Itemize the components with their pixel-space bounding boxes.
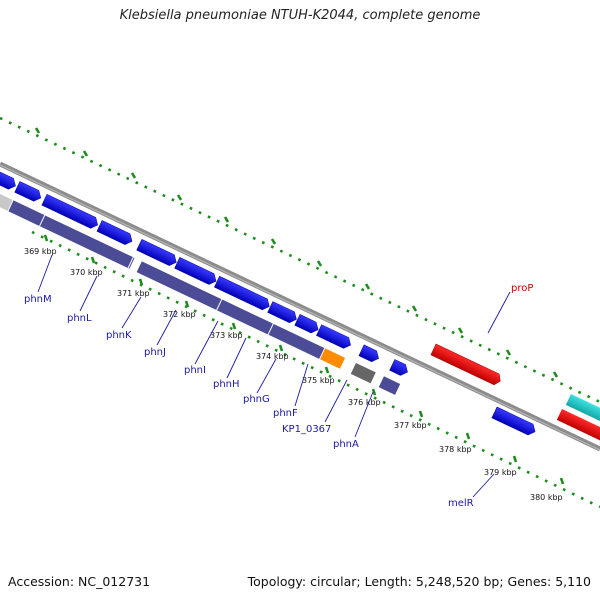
- right-red-cds: [556, 409, 600, 446]
- gene-label-proP: proP: [511, 283, 533, 294]
- cds-forward-10: [316, 324, 351, 349]
- gene-label-phnG: phnG: [243, 394, 270, 405]
- outer-major-ticks: [34, 127, 559, 378]
- gene-label-phnI: phnI: [184, 365, 206, 376]
- inner-major-ticks: [43, 234, 565, 485]
- prop-cds: [430, 343, 501, 386]
- kbp-label-375: 375 kbp: [302, 376, 335, 385]
- gene-labels: phnM phnL phnK phnJ phnI phnH phnG phnF …: [24, 283, 533, 509]
- cds-forward-7: [214, 275, 270, 311]
- inner-tick-row: [31, 230, 600, 509]
- gene-label-KP1_0367: KP1_0367: [282, 424, 331, 435]
- cds-forward-6: [174, 257, 217, 285]
- gene-label-phnA: phnA: [333, 439, 359, 450]
- kbp-labels: 369 kbp 370 kbp 371 kbp 372 kbp 373 kbp …: [24, 247, 563, 502]
- map-title: Klebsiella pneumoniae NTUH-K2044, comple…: [119, 8, 481, 23]
- gene-bar-phnG: [320, 348, 346, 369]
- gene-label-phnM: phnM: [24, 294, 52, 305]
- kbp-label-372: 372 kbp: [163, 310, 196, 319]
- accession-text: Accession: NC_012731: [8, 574, 151, 589]
- gene-bar-phnJ: [136, 261, 222, 310]
- gene-bar-phnI: [217, 299, 273, 335]
- kbp-label-369: 369 kbp: [24, 247, 57, 256]
- cds-forward-5: [136, 239, 177, 266]
- cds-forward-2: [14, 181, 42, 202]
- kbp-label-378: 378 kbp: [439, 445, 472, 454]
- gene-bar-phnK: [128, 257, 135, 269]
- kbp-label-370: 370 kbp: [70, 268, 103, 277]
- kbp-label-373: 373 kbp: [210, 331, 243, 340]
- kbp-label-376: 376 kbp: [348, 398, 381, 407]
- kbp-label-371: 371 kbp: [117, 289, 150, 298]
- gene-bar-phnH: [268, 323, 325, 359]
- gene-label-phnK: phnK: [106, 330, 132, 341]
- gene-label-melR: melR: [448, 498, 474, 509]
- kbp-label-380: 380 kbp: [530, 493, 563, 502]
- cds-forward-1: [0, 171, 16, 190]
- cds-forward-3: [41, 193, 98, 229]
- gene-bar-phnM: [8, 200, 45, 226]
- kbp-label-377: 377 kbp: [394, 421, 427, 430]
- topology-text: Topology: circular; Length: 5,248,520 bp…: [247, 574, 591, 589]
- gene-bar-KP1_0367: [350, 363, 376, 384]
- cds-forward-4: [96, 220, 133, 245]
- forward-cds-row: [0, 171, 408, 376]
- genome-backbone: [0, 161, 600, 452]
- gene-bar-row: [0, 194, 401, 395]
- cds-forward-9: [294, 314, 319, 334]
- kbp-label-374: 374 kbp: [256, 352, 289, 361]
- gene-bar-phnA: [378, 376, 401, 395]
- cds-forward-11: [358, 344, 379, 362]
- gene-label-phnL: phnL: [67, 313, 92, 324]
- gene-leader-lines: [37, 254, 511, 498]
- gene-bar-phnL: [40, 215, 133, 268]
- gene-label-phnH: phnH: [213, 379, 240, 390]
- outer-tick-row: [0, 116, 600, 404]
- gene-bar-grey: [0, 194, 13, 211]
- cyan-cds: [565, 394, 600, 431]
- cds-forward-8: [267, 301, 297, 323]
- melr-cds: [491, 406, 536, 436]
- gene-label-phnF: phnF: [273, 408, 298, 419]
- gene-label-phnJ: phnJ: [144, 347, 166, 358]
- kbp-label-379: 379 kbp: [484, 468, 517, 477]
- cds-forward-12: [389, 359, 408, 376]
